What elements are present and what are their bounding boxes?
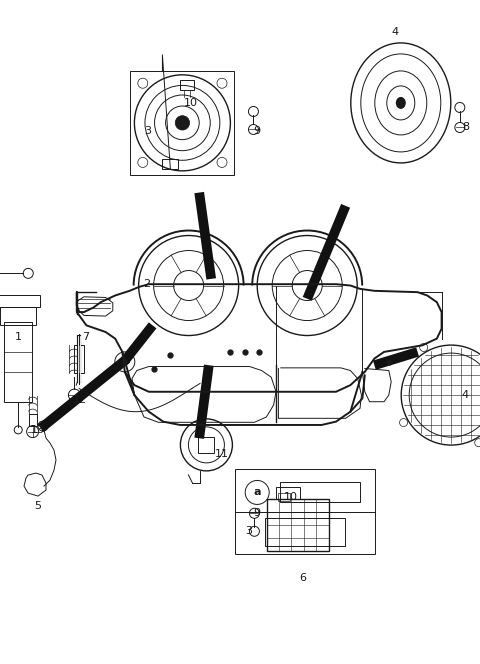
Text: 6: 6 bbox=[299, 572, 306, 583]
Text: 12: 12 bbox=[73, 394, 87, 405]
Text: 8: 8 bbox=[462, 122, 469, 133]
Text: a: a bbox=[253, 487, 261, 497]
Bar bbox=[0, 295, 40, 307]
Bar bbox=[162, 159, 179, 169]
Text: 4: 4 bbox=[462, 390, 469, 400]
Text: 1: 1 bbox=[14, 332, 22, 343]
Text: 2: 2 bbox=[143, 279, 150, 290]
Bar bbox=[0, 307, 36, 325]
Text: 10: 10 bbox=[284, 491, 298, 502]
Text: 4: 4 bbox=[391, 27, 398, 37]
Text: 5: 5 bbox=[35, 501, 42, 511]
Text: 9: 9 bbox=[253, 507, 261, 518]
Bar bbox=[235, 469, 375, 554]
Text: 11: 11 bbox=[215, 448, 229, 459]
Text: 9: 9 bbox=[253, 126, 261, 137]
Bar bbox=[180, 80, 194, 90]
Text: 3: 3 bbox=[245, 526, 252, 537]
Bar bbox=[29, 414, 36, 426]
Text: a: a bbox=[122, 357, 128, 367]
Bar bbox=[131, 71, 234, 175]
Bar bbox=[4, 322, 32, 402]
Text: 3: 3 bbox=[144, 126, 151, 137]
Text: 7: 7 bbox=[82, 332, 89, 343]
Bar bbox=[74, 345, 84, 373]
Bar bbox=[278, 493, 290, 501]
Bar bbox=[265, 519, 345, 546]
Bar bbox=[276, 487, 300, 499]
Bar bbox=[266, 499, 329, 550]
Ellipse shape bbox=[396, 97, 406, 109]
Text: 10: 10 bbox=[184, 98, 198, 108]
Bar bbox=[198, 437, 215, 453]
Bar bbox=[280, 483, 360, 503]
Circle shape bbox=[175, 116, 190, 130]
Text: 13: 13 bbox=[31, 425, 45, 436]
